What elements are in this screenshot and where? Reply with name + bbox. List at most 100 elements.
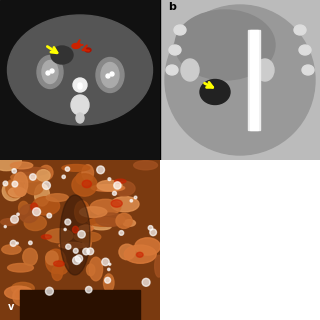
Ellipse shape <box>16 289 31 300</box>
Circle shape <box>130 200 132 202</box>
Ellipse shape <box>19 201 28 214</box>
Ellipse shape <box>169 45 181 55</box>
Circle shape <box>46 71 50 75</box>
Circle shape <box>112 191 116 195</box>
Ellipse shape <box>35 184 50 206</box>
Ellipse shape <box>8 263 33 272</box>
Ellipse shape <box>41 235 52 239</box>
Ellipse shape <box>181 59 199 81</box>
Circle shape <box>16 242 18 244</box>
Ellipse shape <box>39 165 53 180</box>
Ellipse shape <box>54 261 64 267</box>
Ellipse shape <box>6 179 25 198</box>
Ellipse shape <box>55 260 68 274</box>
Ellipse shape <box>51 46 73 64</box>
Text: v: v <box>8 302 14 312</box>
Ellipse shape <box>113 181 135 196</box>
Ellipse shape <box>32 196 60 215</box>
Ellipse shape <box>81 224 91 236</box>
Ellipse shape <box>24 215 46 230</box>
Circle shape <box>66 244 71 249</box>
Ellipse shape <box>74 232 101 242</box>
Ellipse shape <box>92 224 111 230</box>
Ellipse shape <box>174 25 186 35</box>
Circle shape <box>10 240 16 246</box>
Circle shape <box>65 219 71 225</box>
Circle shape <box>65 167 70 171</box>
Circle shape <box>12 181 18 187</box>
Circle shape <box>4 226 6 228</box>
Circle shape <box>150 229 156 236</box>
Circle shape <box>148 226 153 230</box>
Ellipse shape <box>97 180 122 191</box>
Ellipse shape <box>76 113 84 123</box>
Circle shape <box>76 255 83 262</box>
Ellipse shape <box>72 44 80 49</box>
Circle shape <box>12 169 16 173</box>
Ellipse shape <box>83 232 91 251</box>
Bar <box>248 30 260 130</box>
Ellipse shape <box>18 167 48 175</box>
Ellipse shape <box>175 10 275 80</box>
Circle shape <box>142 278 150 286</box>
Ellipse shape <box>0 153 21 171</box>
Ellipse shape <box>42 60 58 84</box>
Ellipse shape <box>31 203 37 211</box>
Bar <box>250 30 258 130</box>
Ellipse shape <box>256 59 274 81</box>
Circle shape <box>109 263 111 265</box>
Ellipse shape <box>11 162 33 169</box>
Ellipse shape <box>13 172 28 196</box>
Circle shape <box>47 213 52 218</box>
Ellipse shape <box>37 170 50 181</box>
Ellipse shape <box>71 95 89 115</box>
Ellipse shape <box>90 199 121 215</box>
Ellipse shape <box>80 207 107 217</box>
Ellipse shape <box>96 58 124 92</box>
Circle shape <box>43 181 50 189</box>
Circle shape <box>110 72 114 76</box>
Ellipse shape <box>37 55 63 89</box>
Ellipse shape <box>294 25 306 35</box>
Ellipse shape <box>2 245 21 254</box>
Ellipse shape <box>75 201 90 223</box>
Ellipse shape <box>302 65 314 75</box>
Ellipse shape <box>19 204 38 223</box>
Ellipse shape <box>89 257 103 281</box>
Circle shape <box>17 213 19 216</box>
Ellipse shape <box>23 248 37 266</box>
Circle shape <box>50 69 54 73</box>
Circle shape <box>108 178 111 180</box>
Circle shape <box>119 231 124 235</box>
Circle shape <box>108 268 110 271</box>
Circle shape <box>11 215 19 223</box>
Ellipse shape <box>72 174 97 196</box>
Ellipse shape <box>62 164 90 171</box>
Ellipse shape <box>136 252 143 257</box>
Ellipse shape <box>155 255 163 277</box>
Circle shape <box>87 248 94 255</box>
Circle shape <box>73 248 78 253</box>
Circle shape <box>85 286 92 293</box>
Ellipse shape <box>166 65 178 75</box>
Ellipse shape <box>116 213 132 228</box>
Ellipse shape <box>111 196 139 212</box>
Ellipse shape <box>103 274 114 292</box>
Ellipse shape <box>25 178 44 195</box>
Ellipse shape <box>46 251 58 265</box>
Ellipse shape <box>123 220 135 226</box>
Circle shape <box>78 83 82 87</box>
Ellipse shape <box>165 5 315 155</box>
Circle shape <box>97 166 105 174</box>
Circle shape <box>134 196 137 199</box>
Ellipse shape <box>101 62 119 87</box>
Ellipse shape <box>46 249 66 273</box>
Circle shape <box>33 208 41 216</box>
Ellipse shape <box>85 48 91 52</box>
Circle shape <box>78 231 85 238</box>
Ellipse shape <box>200 79 230 105</box>
Circle shape <box>62 175 65 179</box>
Ellipse shape <box>59 242 85 249</box>
Circle shape <box>78 85 82 89</box>
Ellipse shape <box>96 213 125 227</box>
